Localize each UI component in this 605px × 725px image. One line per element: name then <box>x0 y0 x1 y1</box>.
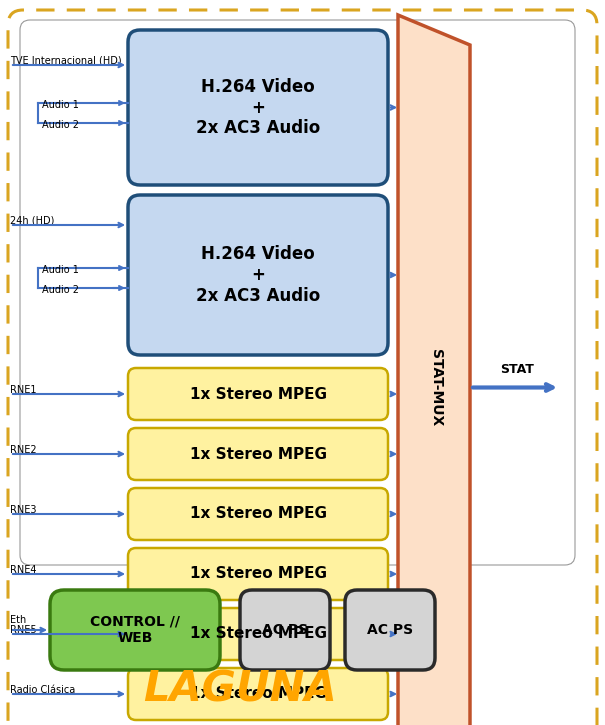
Text: Eth: Eth <box>10 615 26 625</box>
FancyBboxPatch shape <box>128 488 388 540</box>
Text: 1x Stereo MPEG: 1x Stereo MPEG <box>189 507 327 521</box>
Text: RNE3: RNE3 <box>10 505 36 515</box>
Text: AC PS: AC PS <box>262 623 308 637</box>
FancyBboxPatch shape <box>50 590 220 670</box>
FancyBboxPatch shape <box>128 428 388 480</box>
FancyBboxPatch shape <box>128 668 388 720</box>
FancyBboxPatch shape <box>128 195 388 355</box>
Text: LAGUNA: LAGUNA <box>143 669 337 711</box>
Text: RNE2: RNE2 <box>10 445 37 455</box>
FancyBboxPatch shape <box>345 590 435 670</box>
Text: H.264 Video
+
2x AC3 Audio: H.264 Video + 2x AC3 Audio <box>196 78 320 137</box>
Polygon shape <box>398 15 470 725</box>
Text: STAT-MUX: STAT-MUX <box>429 349 443 426</box>
Text: Audio 2: Audio 2 <box>42 285 79 295</box>
Text: Audio 1: Audio 1 <box>42 265 79 275</box>
FancyBboxPatch shape <box>20 20 575 565</box>
Text: RNE4: RNE4 <box>10 565 36 575</box>
FancyBboxPatch shape <box>128 548 388 600</box>
Text: 1x Stereo MPEG: 1x Stereo MPEG <box>189 566 327 581</box>
Text: 24h (HD): 24h (HD) <box>10 215 54 225</box>
Text: 1x Stereo MPEG: 1x Stereo MPEG <box>189 447 327 462</box>
Text: 1x Stereo MPEG: 1x Stereo MPEG <box>189 687 327 702</box>
Text: STAT: STAT <box>500 363 534 376</box>
Text: Radio Clásica: Radio Clásica <box>10 685 75 695</box>
FancyBboxPatch shape <box>128 368 388 420</box>
Text: RNE1: RNE1 <box>10 385 36 395</box>
Text: 1x Stereo MPEG: 1x Stereo MPEG <box>189 626 327 642</box>
Text: TVE Internacional (HD): TVE Internacional (HD) <box>10 55 122 65</box>
Text: AC PS: AC PS <box>367 623 413 637</box>
FancyBboxPatch shape <box>128 608 388 660</box>
Text: Audio 2: Audio 2 <box>42 120 79 130</box>
Text: Audio 1: Audio 1 <box>42 100 79 110</box>
Text: RNE5: RNE5 <box>10 625 37 635</box>
FancyBboxPatch shape <box>240 590 330 670</box>
FancyBboxPatch shape <box>128 30 388 185</box>
Text: CONTROL //
WEB: CONTROL // WEB <box>90 615 180 645</box>
Text: 1x Stereo MPEG: 1x Stereo MPEG <box>189 386 327 402</box>
Text: H.264 Video
+
2x AC3 Audio: H.264 Video + 2x AC3 Audio <box>196 245 320 304</box>
